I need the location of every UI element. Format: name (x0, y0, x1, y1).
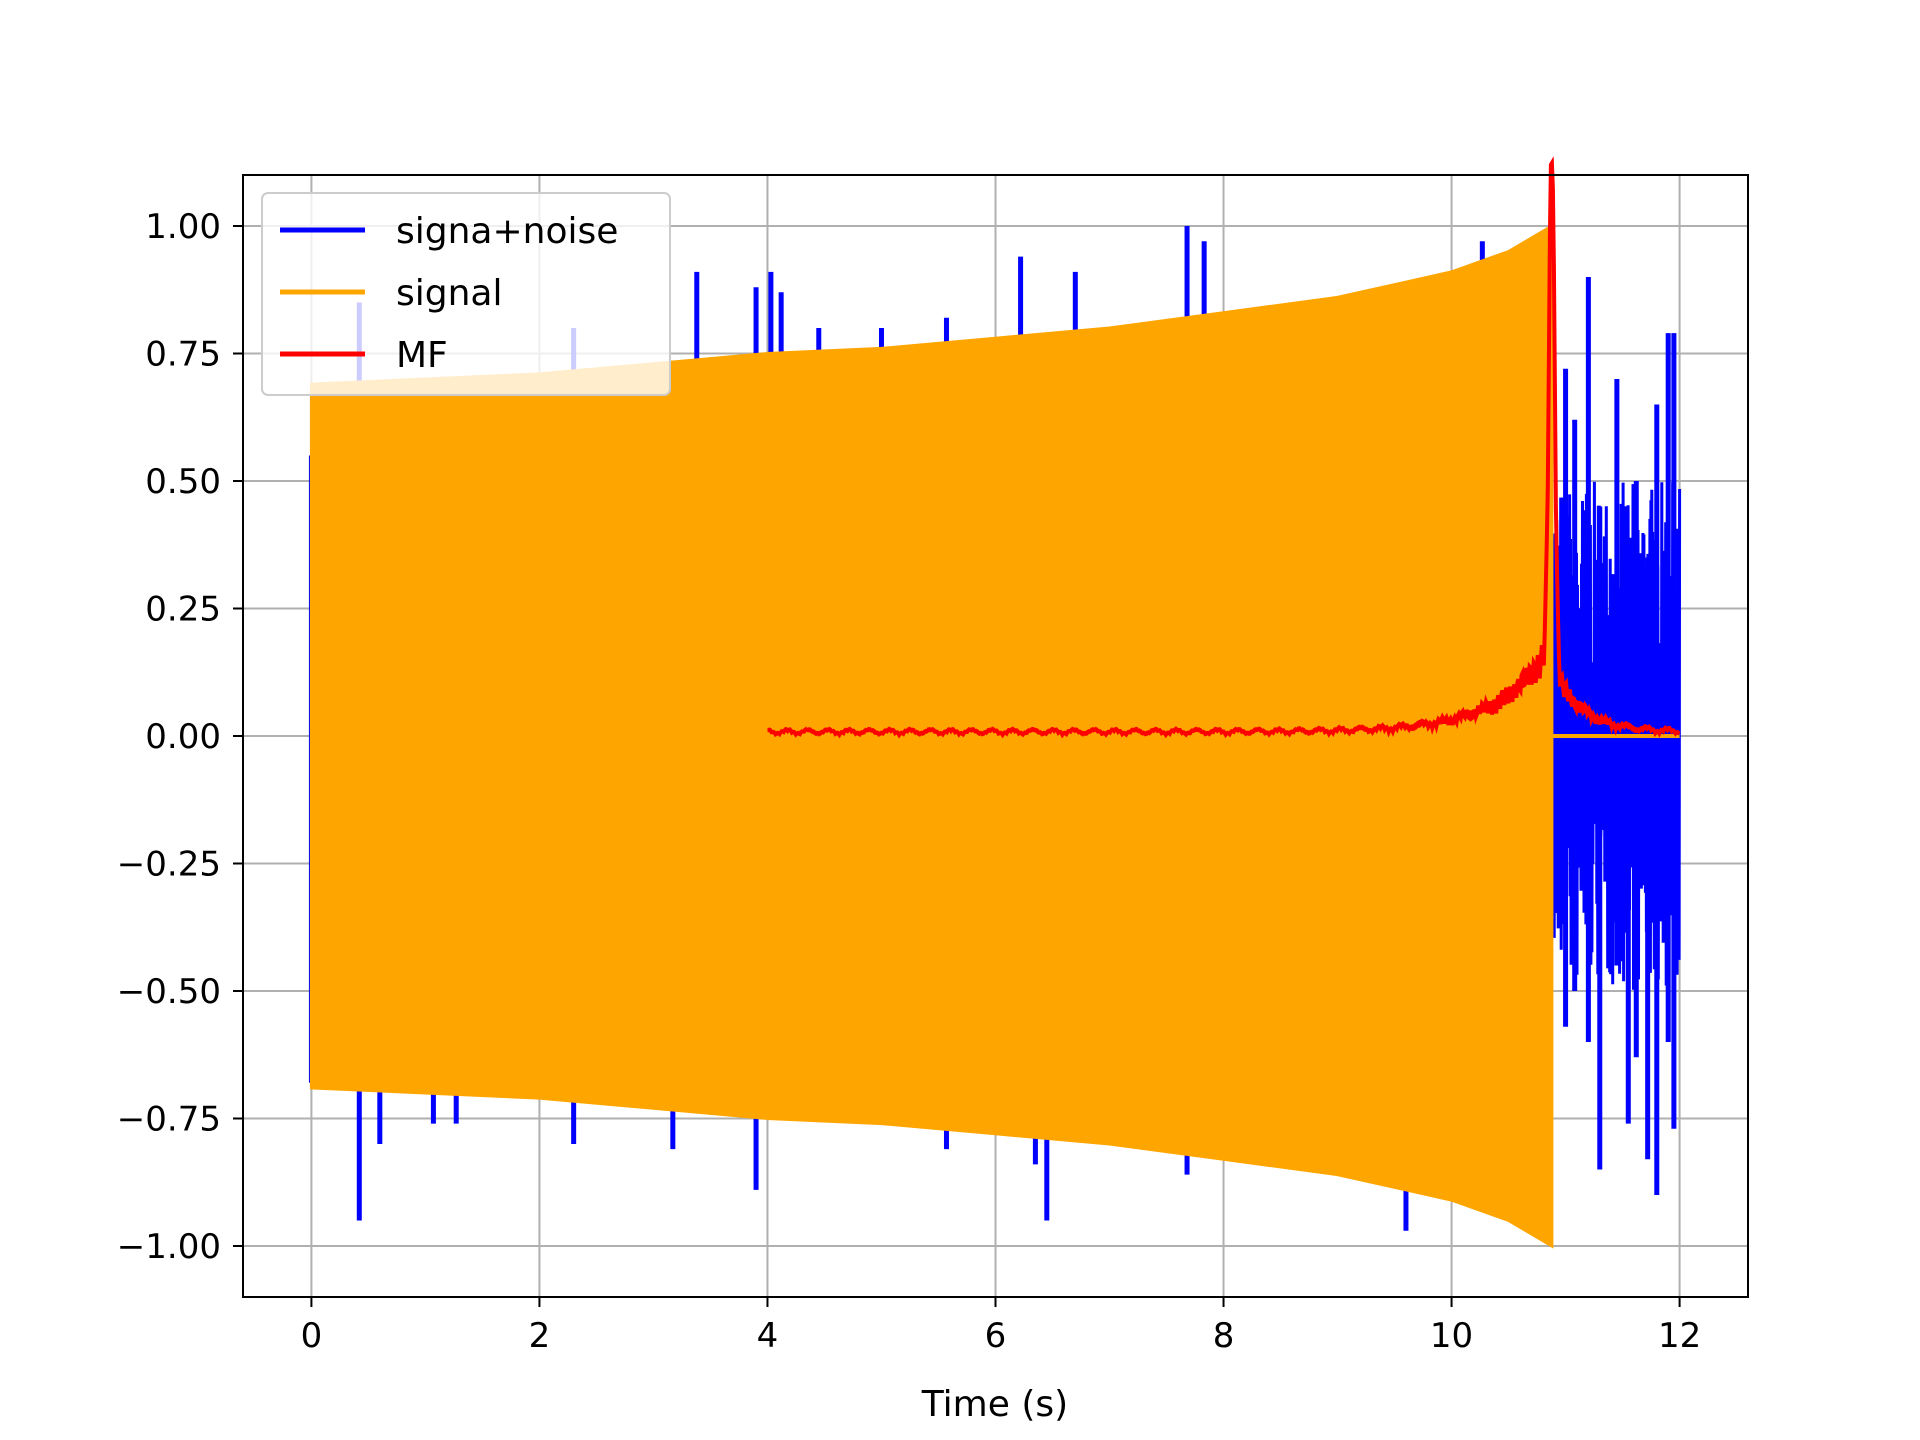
x-tick-label: 8 (1213, 1316, 1235, 1356)
series-signal-envelope (309, 223, 1554, 1249)
x-tick-label: 4 (757, 1316, 779, 1356)
series-mf (767, 156, 1681, 739)
series-signal (309, 223, 1680, 1249)
legend-label: MF (396, 335, 448, 376)
y-tick-label: 0.00 (145, 717, 221, 757)
x-tick-label: 12 (1658, 1316, 1701, 1356)
y-tick-label: 0.50 (145, 462, 221, 502)
y-tick-label: 0.75 (145, 335, 221, 375)
legend-label: signal (396, 273, 503, 314)
series-layer (308, 156, 1682, 1249)
legend-box (261, 192, 671, 396)
y-tick-label: 0.25 (145, 590, 221, 630)
y-tick-label: −1.00 (117, 1227, 221, 1267)
legend-label: signa+noise (396, 211, 618, 252)
y-tick-label: −0.75 (117, 1100, 221, 1140)
x-tick-label: 0 (301, 1316, 323, 1356)
x-tick-label: 2 (529, 1316, 551, 1356)
x-tick-label: 10 (1430, 1316, 1473, 1356)
y-tick-label: 1.00 (145, 207, 221, 247)
y-tick-label: −0.50 (117, 972, 221, 1012)
series-mf-line (767, 156, 1681, 739)
x-tick-label: 6 (985, 1316, 1007, 1356)
y-tick-label: −0.25 (117, 845, 221, 885)
ticks: 0 2 4 6 8 10 12 1.00 0.75 0.50 0.25 0.00 −0.25 −0.50 −… (117, 207, 1701, 1356)
legend: signa+noise signal MF (261, 192, 671, 396)
x-axis-label: Time (s) (921, 1384, 1068, 1425)
